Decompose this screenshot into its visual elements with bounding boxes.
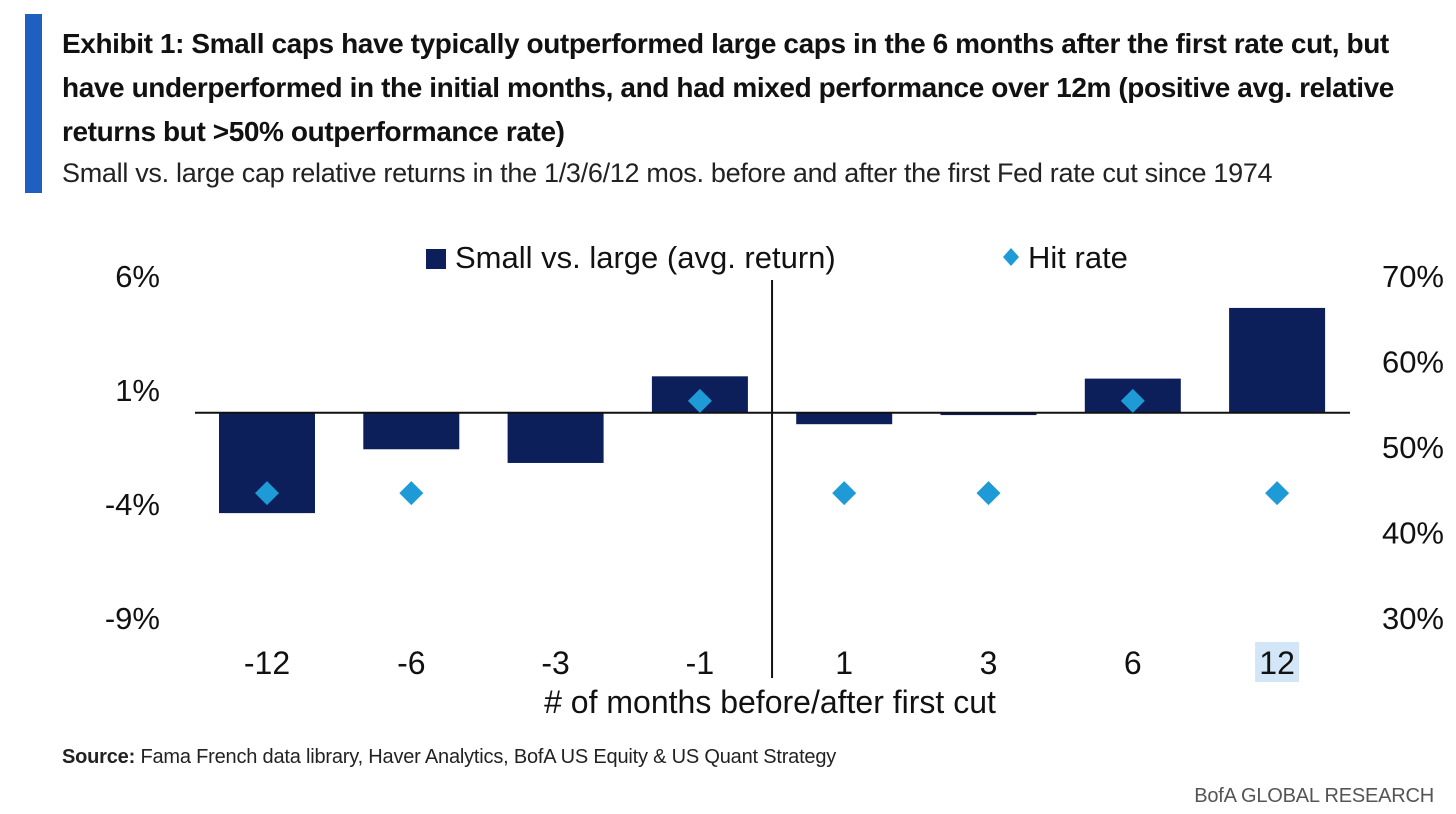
hit-rate-series [255,388,1290,506]
legend: Small vs. large (avg. return) Hit rate [426,240,1128,275]
x-tick-label: 6 [1124,645,1142,681]
source-text: Fama French data library, Haver Analytic… [140,746,837,768]
legend-marker-label: Hit rate [1028,240,1128,275]
legend-bar-label: Small vs. large (avg. return) [455,240,836,275]
legend-bar-swatch [426,249,446,269]
left-axis-tick-label: -4% [105,487,160,522]
left-axis: 6% 1% -4% -9% [105,259,160,636]
hit-rate-marker--12 [255,481,279,506]
chart-title: Exhibit 1: Small caps have typically out… [62,28,1394,147]
brand-mark: BofA GLOBAL RESEARCH [1194,785,1434,807]
bar-12 [1229,307,1326,413]
hit-rate-marker--6 [399,481,424,506]
left-axis-tick-label: 6% [115,259,160,294]
bar--3 [507,412,604,463]
x-tick-label: -12 [244,645,290,681]
hit-rate-marker--1 [687,388,712,413]
x-tick-label: -6 [397,645,425,681]
x-tick-highlight [1255,642,1300,682]
accent-bar [25,14,42,193]
source-label: Source: [62,746,136,768]
hit-rate-marker-3 [976,481,1001,506]
bar--6 [363,412,460,450]
bar-3 [940,412,1037,416]
bar-1 [796,412,893,425]
right-axis: 70% 60% 50% 40% 30% [1382,259,1444,636]
right-axis-tick-label: 40% [1382,516,1444,551]
x-tick-label: -1 [686,645,714,681]
x-axis: -12 -6 -3 -1 1 3 6 12 [244,642,1300,682]
x-tick-label: -3 [541,645,569,681]
source-note: Source: Fama French data library, Haver … [62,746,836,769]
x-tick-label: 1 [835,645,853,681]
chart-subtitle: Small vs. large cap relative returns in … [62,158,1273,188]
right-axis-tick-label: 60% [1382,345,1444,380]
x-tick-label: 3 [980,645,998,681]
hit-rate-marker-1 [832,481,857,506]
hit-rate-marker-12 [1265,481,1290,506]
legend-diamond-icon [1003,248,1019,266]
x-axis-label: # of months before/after first cut [544,684,996,720]
left-axis-tick-label: -9% [105,601,160,636]
right-axis-tick-label: 70% [1382,259,1444,294]
left-axis-tick-label: 1% [115,373,160,408]
right-axis-tick-label: 50% [1382,430,1444,465]
x-tick-label: 12 [1259,645,1295,681]
right-axis-tick-label: 30% [1382,601,1444,636]
hit-rate-marker-6 [1120,388,1145,413]
